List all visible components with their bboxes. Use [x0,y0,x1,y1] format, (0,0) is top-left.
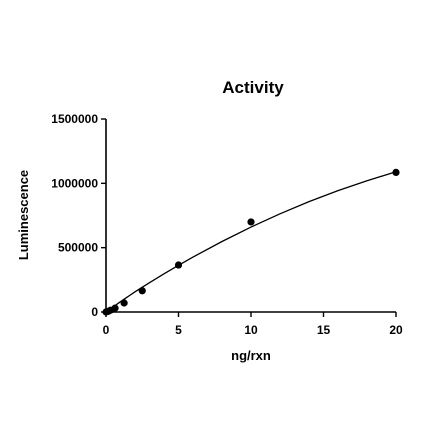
plot-area: 0 500000 1000000 1500000 0 5 10 15 20 [51,112,403,337]
y-tick-label: 500000 [58,241,98,255]
y-tick-label: 1000000 [51,176,98,190]
y-tick-label: 0 [91,305,98,319]
data-point [247,218,255,226]
fit-curve-line [105,171,397,313]
data-point [392,168,400,176]
data-point [174,261,183,269]
data-point [111,304,119,312]
chart-title: Activity [222,78,284,97]
x-tick-label: 15 [317,323,331,337]
x-tick-label: 10 [244,323,258,337]
data-point [138,287,146,295]
y-axis-title: Luminescence [16,170,31,260]
x-axis-title: ng/rxn [231,348,271,363]
x-tick-label: 0 [103,323,110,337]
x-tick-label: 5 [175,323,182,337]
data-point [120,299,128,307]
x-tick-label: 20 [389,323,403,337]
y-tick-label: 1500000 [51,112,98,126]
